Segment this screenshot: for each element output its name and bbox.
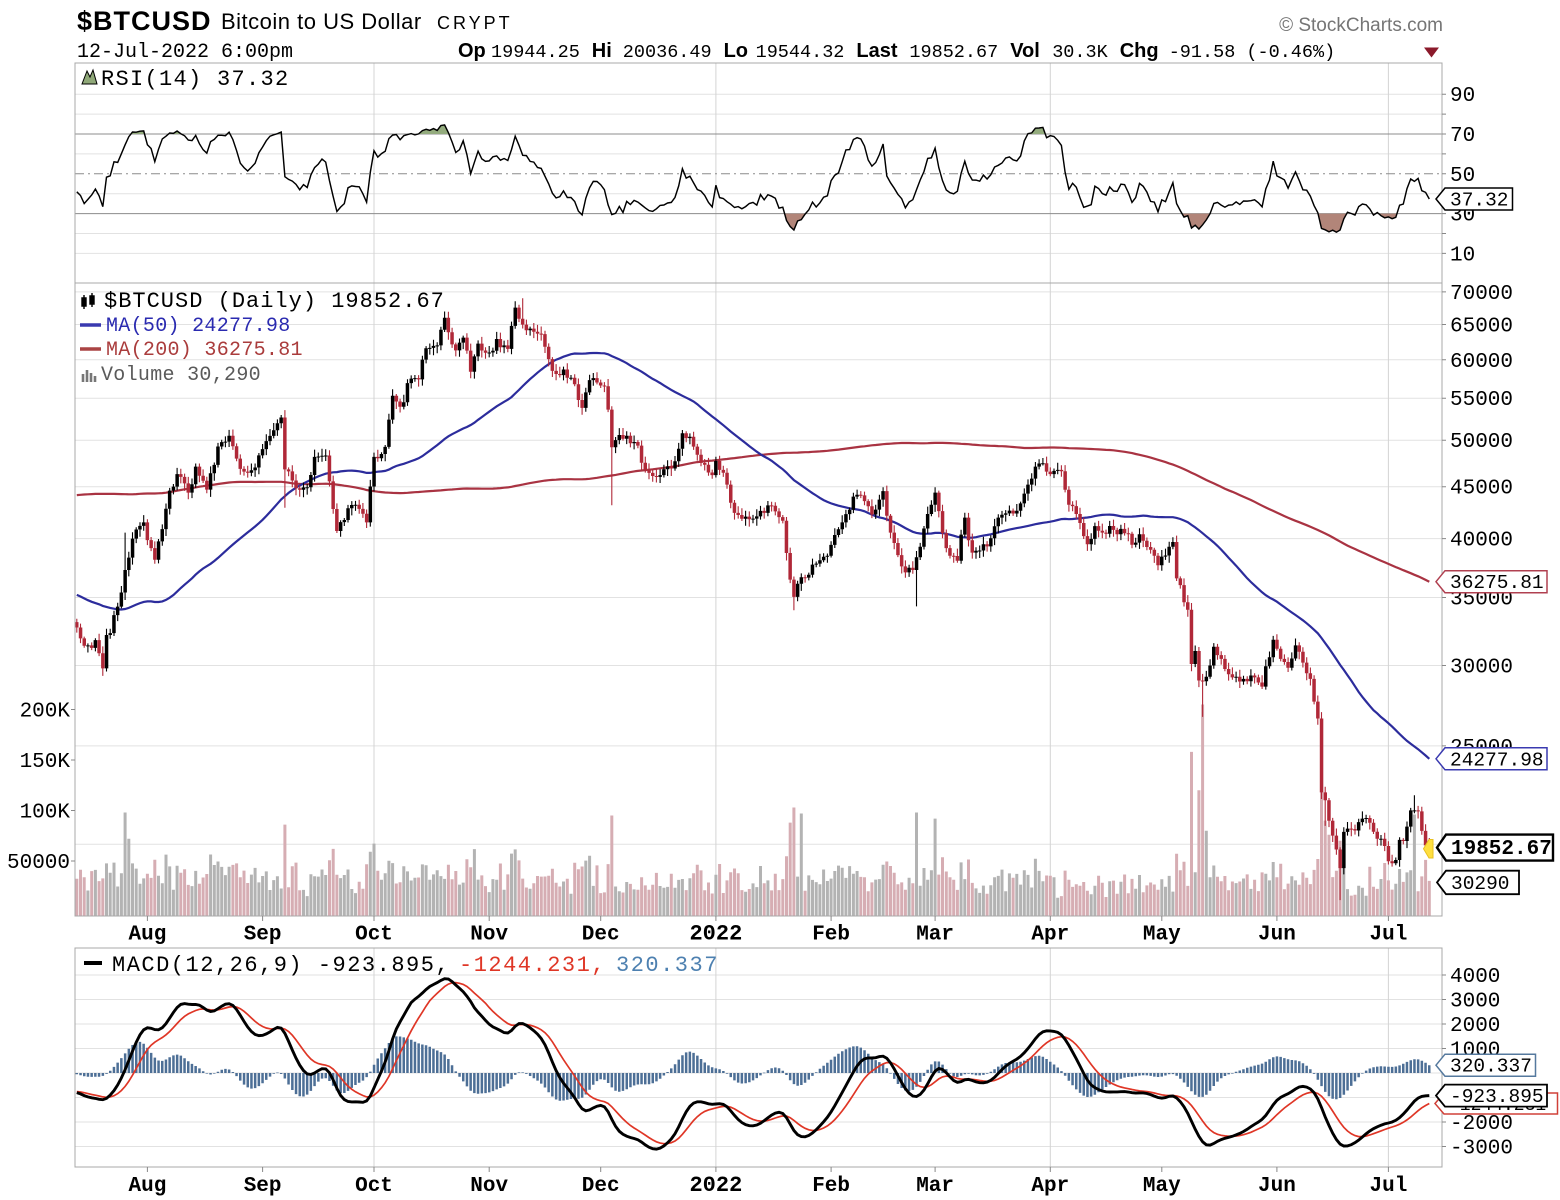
svg-text:MA(200) 36275.81: MA(200) 36275.81 <box>106 339 303 362</box>
svg-text:Mar: Mar <box>916 924 954 947</box>
svg-text:$BTCUSD: $BTCUSD <box>77 6 212 36</box>
svg-text:Apr: Apr <box>1031 924 1069 947</box>
svg-text:50000: 50000 <box>1450 431 1513 454</box>
svg-text:Jul: Jul <box>1369 1175 1407 1198</box>
svg-text:-3000: -3000 <box>1450 1138 1513 1161</box>
svg-text:30290: 30290 <box>1451 873 1510 895</box>
svg-text:60000: 60000 <box>1450 351 1513 374</box>
svg-text:10: 10 <box>1450 244 1475 267</box>
svg-text:MA(50) 24277.98: MA(50) 24277.98 <box>106 315 291 338</box>
svg-text:36275.81: 36275.81 <box>1450 572 1544 594</box>
svg-text:19852.67: 19852.67 <box>909 42 998 63</box>
svg-text:Oct: Oct <box>355 1175 393 1198</box>
svg-text:320.337: 320.337 <box>1450 1056 1532 1078</box>
svg-text:70: 70 <box>1450 125 1475 148</box>
svg-text:Vol: Vol <box>1010 40 1040 62</box>
svg-text:200K: 200K <box>20 701 71 724</box>
svg-text:19944.25: 19944.25 <box>491 42 580 63</box>
svg-text:2022: 2022 <box>689 1173 742 1198</box>
svg-text:24277.98: 24277.98 <box>1450 749 1544 771</box>
svg-text:45000: 45000 <box>1450 478 1513 501</box>
svg-text:$BTCUSD (Daily) 19852.67: $BTCUSD (Daily) 19852.67 <box>104 289 445 314</box>
svg-text:Op: Op <box>458 40 486 62</box>
svg-text:-1244.231,: -1244.231, <box>459 953 606 978</box>
svg-text:May: May <box>1143 1175 1181 1198</box>
svg-text:40000: 40000 <box>1450 530 1513 553</box>
svg-text:320.337: 320.337 <box>616 953 719 978</box>
svg-text:70000: 70000 <box>1450 283 1513 306</box>
svg-text:Sep: Sep <box>244 924 282 947</box>
svg-text:Aug: Aug <box>128 924 166 947</box>
svg-text:Jun: Jun <box>1258 1175 1296 1198</box>
svg-text:Jun: Jun <box>1258 924 1296 947</box>
svg-text:Feb: Feb <box>812 1175 850 1198</box>
svg-text:Jul: Jul <box>1369 924 1407 947</box>
svg-text:4000: 4000 <box>1450 966 1500 989</box>
svg-text:Nov: Nov <box>470 924 508 947</box>
svg-text:Dec: Dec <box>582 1175 620 1198</box>
svg-text:3000: 3000 <box>1450 991 1500 1014</box>
svg-text:May: May <box>1143 924 1181 947</box>
svg-text:19852.67: 19852.67 <box>1451 838 1552 861</box>
svg-text:30000: 30000 <box>1450 657 1513 680</box>
svg-text:Last: Last <box>856 40 897 62</box>
svg-text:Lo: Lo <box>724 40 748 62</box>
svg-text:MACD(12,26,9) -923.895,: MACD(12,26,9) -923.895, <box>112 953 450 978</box>
svg-text:Oct: Oct <box>355 924 393 947</box>
svg-text:37.32: 37.32 <box>1450 190 1509 212</box>
svg-text:Aug: Aug <box>128 1175 166 1198</box>
svg-text:Volume 30,290: Volume 30,290 <box>101 364 261 387</box>
svg-text:55000: 55000 <box>1450 389 1513 412</box>
svg-text:35000: 35000 <box>1450 589 1513 612</box>
svg-text:Hi: Hi <box>592 40 612 62</box>
svg-text:Chg: Chg <box>1120 40 1159 62</box>
svg-text:Sep: Sep <box>244 1175 282 1198</box>
svg-text:Mar: Mar <box>916 1175 954 1198</box>
svg-text:© StockCharts.com: © StockCharts.com <box>1279 15 1443 36</box>
svg-text:Feb: Feb <box>812 924 850 947</box>
svg-text:RSI(14) 37.32: RSI(14) 37.32 <box>101 67 290 92</box>
svg-text:65000: 65000 <box>1450 316 1513 339</box>
svg-text:CRYPT: CRYPT <box>437 13 513 33</box>
svg-text:50000: 50000 <box>7 852 70 875</box>
svg-text:Dec: Dec <box>582 924 620 947</box>
svg-text:150K: 150K <box>20 751 71 774</box>
svg-text:-91.58 (-0.46%): -91.58 (-0.46%) <box>1169 42 1336 63</box>
svg-text:-923.895: -923.895 <box>1450 1086 1544 1108</box>
svg-text:20036.49: 20036.49 <box>623 42 712 63</box>
svg-text:-2000: -2000 <box>1450 1113 1513 1136</box>
svg-text:100K: 100K <box>20 802 71 825</box>
svg-text:90: 90 <box>1450 85 1475 108</box>
svg-text:2000: 2000 <box>1450 1015 1500 1038</box>
svg-text:19544.32: 19544.32 <box>756 42 845 63</box>
svg-text:Bitcoin to US Dollar: Bitcoin to US Dollar <box>221 9 422 34</box>
svg-text:12-Jul-2022 6:00pm: 12-Jul-2022 6:00pm <box>77 41 293 64</box>
svg-text:Apr: Apr <box>1031 1175 1069 1198</box>
svg-text:Nov: Nov <box>470 1175 508 1198</box>
svg-text:30.3K: 30.3K <box>1052 42 1108 63</box>
svg-text:50: 50 <box>1450 165 1475 188</box>
svg-text:2022: 2022 <box>689 922 742 947</box>
